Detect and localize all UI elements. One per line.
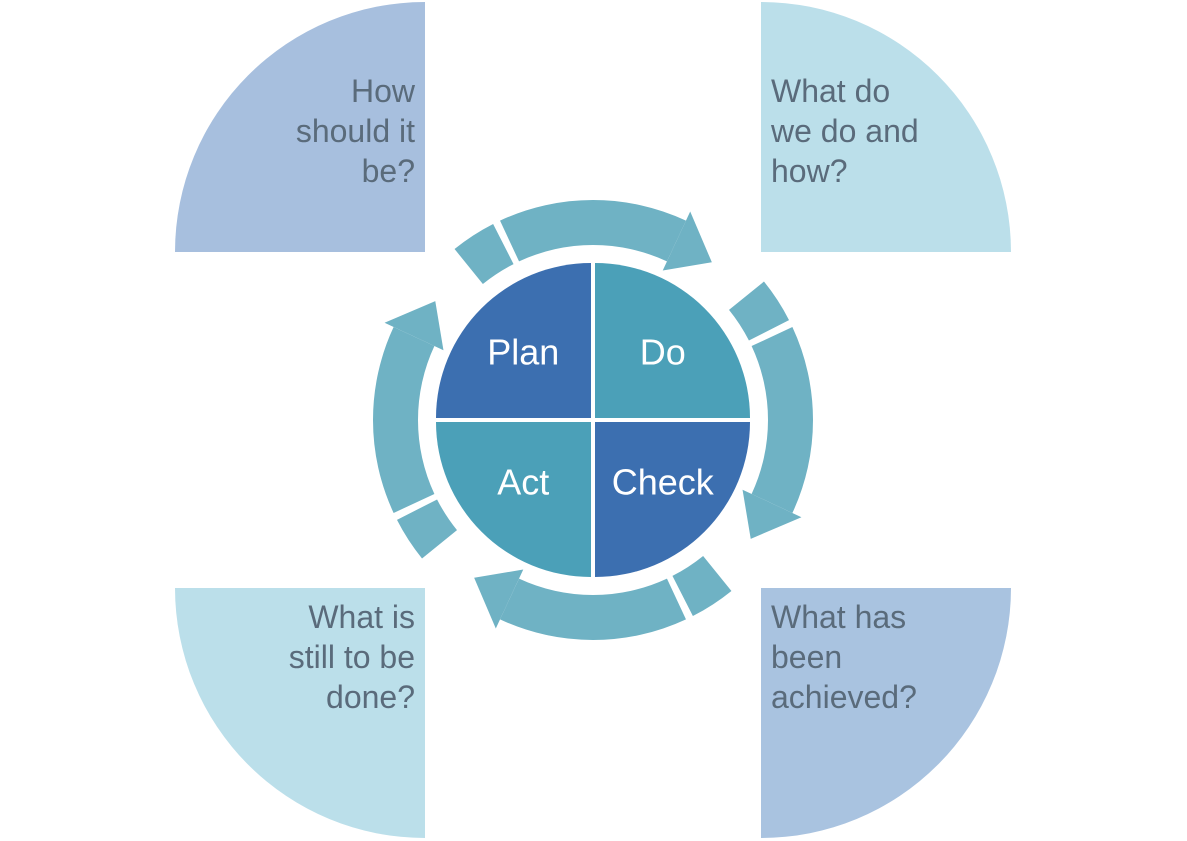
center-act-label: Act [497,462,549,503]
pdca-diagram: Howshould itbe?What dowe do andhow?What … [0,0,1187,841]
center-check-label: Check [612,462,715,503]
center-do-label: Do [640,331,686,372]
center-plan-label: Plan [487,331,559,372]
